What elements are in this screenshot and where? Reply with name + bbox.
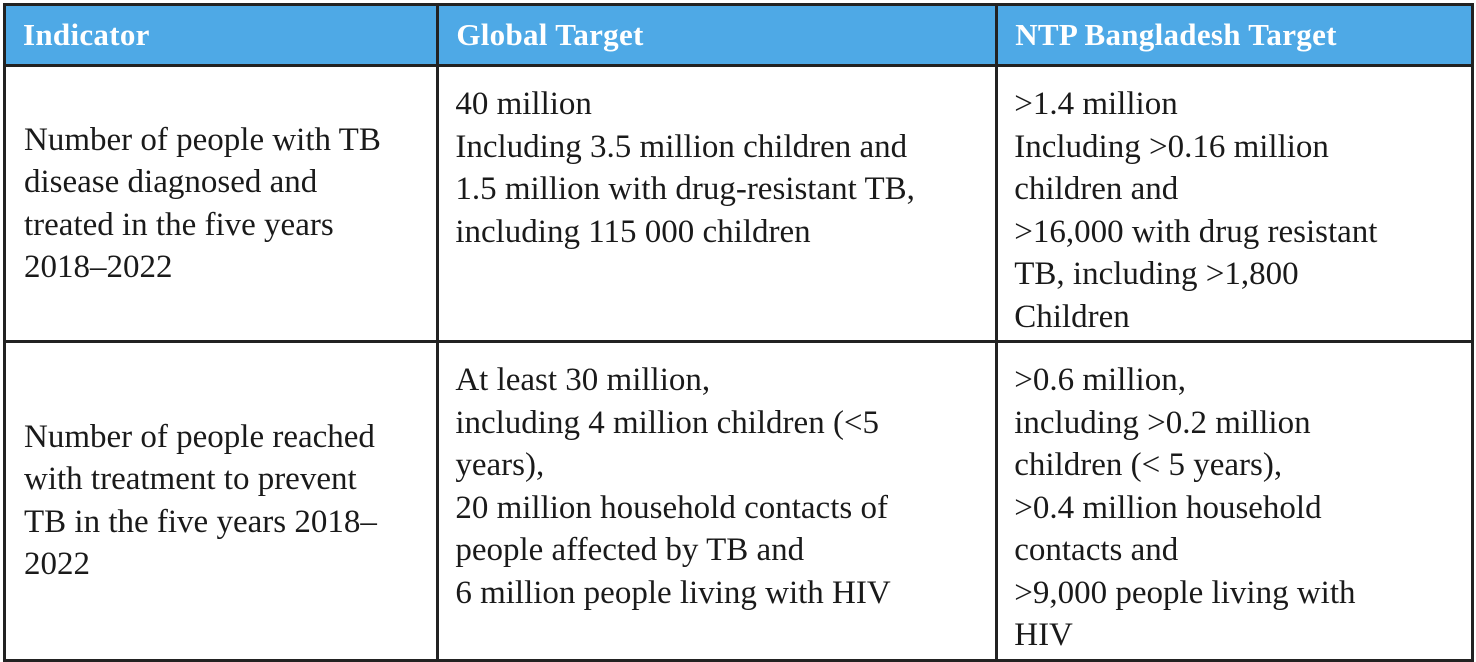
ntp-target-cell: >0.6 million, including >0.2 million chi… (995, 340, 1474, 662)
targets-table: Indicator Global Target NTP Bangladesh T… (2, 3, 1474, 662)
cell-line: >0.4 million household (1014, 489, 1322, 526)
cell-line: HIV (1014, 617, 1073, 653)
header-global-target: Global Target (436, 3, 999, 67)
cell-line: including >0.2 million (1014, 404, 1311, 441)
cell-line: with treatment to prevent (24, 461, 357, 498)
cell-line: children and (1014, 171, 1179, 207)
header-indicator: Indicator (2, 3, 440, 67)
global-target-cell: At least 30 million, including 4 million… (436, 340, 999, 662)
header-ntp-target: NTP Bangladesh Target (995, 3, 1474, 67)
cell-line: Number of people with TB (24, 121, 381, 158)
cell-line: 20 million household contacts of (455, 489, 888, 526)
cell-line: At least 30 million, (455, 362, 711, 398)
cell-line: 1.5 million with drug-resistant TB, (455, 171, 915, 207)
cell-line: disease diagnosed and (24, 164, 318, 200)
indicator-cell: Number of people reached with treatment … (2, 340, 440, 662)
table-row: Number of people reached with treatment … (2, 340, 1474, 662)
cell-line: 40 million (455, 86, 592, 122)
ntp-target-cell: >1.4 million Including >0.16 million chi… (995, 64, 1474, 343)
cell-line: TB in the five years 2018– (24, 503, 377, 540)
cell-line: TB, including >1,800 (1014, 256, 1299, 292)
header-row: Indicator Global Target NTP Bangladesh T… (2, 3, 1474, 67)
table-row: Number of people with TB disease diagnos… (2, 64, 1474, 343)
cell-line: >16,000 with drug resistant (1014, 213, 1378, 250)
cell-line: Children (1014, 298, 1130, 335)
cell-line: contacts and (1014, 532, 1179, 568)
cell-line: including 4 million children (<5 (455, 404, 880, 441)
cell-line: 2018–2022 (24, 249, 173, 285)
global-target-cell: 40 million Including 3.5 million childre… (436, 64, 999, 343)
cell-line: >1.4 million (1014, 86, 1178, 122)
cell-line: 2022 (24, 546, 90, 583)
cell-line: children (< 5 years), (1014, 447, 1283, 483)
cell-line: treated in the five years (24, 206, 334, 243)
cell-line: 6 million people living with HIV (455, 574, 891, 611)
cell-line: >9,000 people living with (1014, 574, 1356, 611)
indicator-cell: Number of people with TB disease diagnos… (2, 64, 440, 343)
cell-line: Number of people reached (24, 418, 375, 455)
cell-line: including 115 000 children (455, 213, 811, 250)
cell-line: people affected by TB and (455, 532, 805, 568)
cell-line: Including 3.5 million children and (455, 128, 908, 165)
cell-line: Including >0.16 million (1014, 128, 1329, 165)
cell-line: years), (455, 447, 545, 483)
cell-line: >0.6 million, (1014, 362, 1186, 398)
